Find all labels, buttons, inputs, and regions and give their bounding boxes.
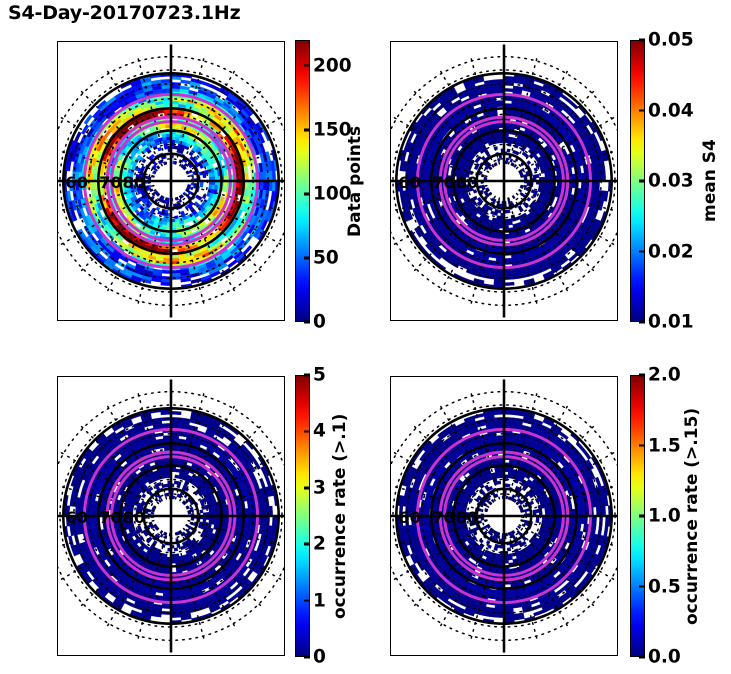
radial-tick-label: 70 bbox=[99, 173, 122, 192]
radial-tick-label: 60 bbox=[398, 173, 421, 192]
colorbar-tick: 50 bbox=[304, 247, 339, 269]
colorbar-tick-mark bbox=[304, 486, 310, 490]
radial-tick-label: 70 bbox=[99, 508, 122, 527]
colorbar-tick: 2 bbox=[304, 533, 326, 555]
colorbar-tick: 200 bbox=[304, 55, 352, 77]
colorbar-tick-mark bbox=[639, 250, 645, 253]
radial-tick-label: 80 bbox=[122, 173, 145, 192]
colorbar-tick-label: 5 bbox=[313, 364, 326, 386]
colorbar-tick: 100 bbox=[304, 183, 352, 205]
colorbar-tick-mark bbox=[639, 109, 645, 112]
colorbar-tick: 4 bbox=[304, 420, 326, 442]
colorbar-tick: 0.01 bbox=[639, 311, 694, 333]
colorbar-tick: 0.5 bbox=[639, 576, 681, 597]
colorbar-tick: 0.0 bbox=[639, 646, 681, 668]
data-points-colorbar-ticks: 0 50 100 150 200 bbox=[304, 40, 400, 333]
occurrence-rate-gt-point15-panel: 60 70 80 bbox=[390, 376, 618, 656]
colorbar-tick-label: 4 bbox=[313, 420, 326, 442]
mean-s4-colorbar: 0.01 0.02 0.03 0.04 0.05 bbox=[630, 30, 694, 333]
mean-s4-panel: 60 70 80 bbox=[390, 41, 618, 321]
colorbar-tick-label: 50 bbox=[313, 247, 339, 269]
colorbar-tick-mark bbox=[304, 192, 310, 196]
data-points-panel: 60 70 80 bbox=[57, 41, 285, 321]
colorbar-tick-mark bbox=[304, 256, 310, 260]
occurrence-rate-gt-point15-colorbar-label: occurrence rate (>.15) bbox=[682, 407, 702, 625]
colorbar-tick-mark bbox=[639, 655, 645, 659]
colorbar-tick: 0 bbox=[304, 646, 326, 668]
radial-tick-label: 80 bbox=[455, 508, 478, 527]
occurrence-rate-gt-point15-polar-plot: 60 70 80 bbox=[391, 379, 617, 653]
colorbar-tick-mark bbox=[304, 599, 310, 602]
occurrence-rate-gt-point1-colorbar-label: occurrence rate (>.1) bbox=[330, 413, 350, 619]
colorbar-tick-label: 100 bbox=[313, 183, 352, 205]
data-points-colorbar: 0 50 100 150 200 bbox=[295, 40, 352, 333]
colorbar-tick-mark bbox=[639, 373, 645, 377]
colorbar-tick: 0.04 bbox=[639, 100, 694, 121]
colorbar-tick: 3 bbox=[304, 477, 326, 499]
colorbar-tick-mark bbox=[639, 514, 645, 518]
colorbar-tick-mark bbox=[304, 373, 310, 377]
colorbar-tick-mark bbox=[304, 64, 310, 67]
colorbar-tick-mark bbox=[639, 38, 645, 42]
mean-s4-polar-plot: 60 70 80 bbox=[391, 44, 617, 318]
colorbar-tick-label: 0 bbox=[313, 646, 326, 668]
colorbar-tick-label: 0.05 bbox=[648, 29, 694, 51]
colorbar-tick: 1 bbox=[304, 590, 326, 612]
colorbar-tick-mark bbox=[304, 655, 310, 659]
colorbar-tick: 1.5 bbox=[639, 435, 681, 456]
colorbar-tick-label: 0.0 bbox=[648, 646, 681, 668]
occurrence-rate-gt-point15-colorbar: 0.0 0.5 1.0 1.5 2.0 bbox=[630, 365, 681, 668]
radial-tick-label: 60 bbox=[398, 508, 421, 527]
radial-tick-label: 80 bbox=[455, 173, 478, 192]
colorbar-tick-mark bbox=[639, 320, 645, 324]
occ15-colorbar-ticks: 0.0 0.5 1.0 1.5 2.0 bbox=[639, 365, 731, 668]
radial-tick-label: 70 bbox=[432, 508, 455, 527]
colorbar-tick-label: 0.03 bbox=[648, 170, 694, 192]
occurrence-rate-gt-point1-polar-plot: 60 70 80 bbox=[58, 379, 284, 653]
occ1-colorbar-ticks: 0 1 2 3 4 5 bbox=[304, 365, 400, 668]
colorbar-tick: 0.05 bbox=[639, 29, 694, 51]
colorbar-tick-label: 150 bbox=[313, 119, 352, 141]
radial-tick-label: 60 bbox=[65, 508, 88, 527]
colorbar-tick: 5 bbox=[304, 364, 326, 386]
colorbar-tick-label: 0.01 bbox=[648, 311, 694, 333]
colorbar-tick-label: 0.02 bbox=[648, 241, 694, 262]
colorbar-tick-mark bbox=[304, 430, 310, 433]
colorbar-tick-label: 1.0 bbox=[648, 505, 681, 527]
mean-s4-colorbar-ticks: 0.01 0.02 0.03 0.04 0.05 bbox=[639, 30, 731, 333]
colorbar-tick-label: 1.5 bbox=[648, 435, 681, 456]
colorbar-tick-mark bbox=[639, 444, 645, 447]
colorbar-tick-label: 1 bbox=[313, 590, 326, 612]
data-points-colorbar-label: Data points bbox=[345, 125, 365, 237]
colorbar-tick: 0 bbox=[304, 311, 326, 333]
radial-tick-label: 80 bbox=[122, 508, 145, 527]
occ1-colorbar-gradient bbox=[295, 375, 310, 657]
colorbar-tick-label: 0.04 bbox=[648, 100, 694, 121]
colorbar-tick: 1.0 bbox=[639, 505, 681, 527]
radial-tick-label: 70 bbox=[432, 173, 455, 192]
mean-s4-colorbar-label: mean S4 bbox=[700, 139, 720, 223]
colorbar-tick: 150 bbox=[304, 119, 352, 141]
colorbar-tick-label: 2 bbox=[313, 533, 326, 555]
colorbar-tick-label: 0.5 bbox=[648, 576, 681, 597]
colorbar-tick: 0.03 bbox=[639, 170, 694, 192]
colorbar-tick: 2.0 bbox=[639, 364, 681, 386]
colorbar-tick-label: 2.0 bbox=[648, 364, 681, 386]
colorbar-tick-label: 0 bbox=[313, 311, 326, 333]
data-points-colorbar-gradient bbox=[295, 40, 310, 322]
figure-title: S4-Day-20170723.1Hz bbox=[8, 2, 241, 24]
colorbar-tick-mark bbox=[304, 128, 310, 132]
occurrence-rate-gt-point1-panel: 60 70 80 bbox=[57, 376, 285, 656]
radial-tick-label: 60 bbox=[65, 173, 88, 192]
colorbar-tick-label: 200 bbox=[313, 55, 352, 77]
colorbar-tick: 0.02 bbox=[639, 241, 694, 262]
colorbar-tick-mark bbox=[304, 320, 310, 324]
colorbar-tick-mark bbox=[639, 585, 645, 588]
occurrence-rate-gt-point1-colorbar: 0 1 2 3 4 5 bbox=[295, 365, 326, 668]
colorbar-tick-label: 3 bbox=[313, 477, 326, 499]
colorbar-tick-mark bbox=[639, 179, 645, 183]
data-points-polar-plot: 60 70 80 bbox=[58, 44, 284, 318]
colorbar-tick-mark bbox=[304, 542, 310, 546]
